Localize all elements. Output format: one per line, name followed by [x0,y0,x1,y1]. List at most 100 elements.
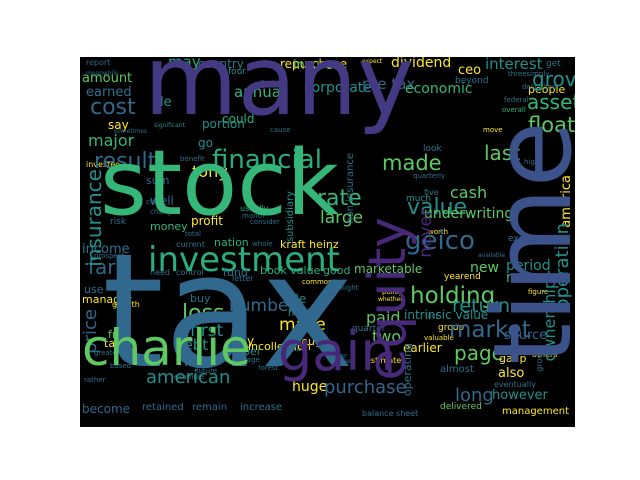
word-future: future [196,367,218,375]
word-huge: huge [292,379,328,395]
word-good: good [323,264,351,277]
word-let: let [184,352,204,370]
word-retained: retained [142,402,184,413]
word-get: get [546,59,561,69]
word-marketable: marketable [354,262,423,276]
word-dividend: dividend [391,57,452,71]
word-manager: manager [82,293,132,306]
word-non-insurance: non insurance [345,153,356,224]
word-might: might [338,284,359,292]
word-amount: amount [82,71,133,86]
word-though: though [290,335,329,348]
word-prospect: prospect [94,252,125,260]
word-figure: figure [528,288,549,296]
word-whole: whole [252,240,273,248]
word-worth: worth [428,228,449,236]
word-claim: claim [146,198,165,206]
word-gain: gain [278,320,395,383]
word-new: new [470,260,499,276]
word-cloud: report meanwhile expect repurchase may c… [80,57,575,427]
word-american: american [146,367,231,388]
word-major: major [88,131,135,150]
word-quarter: quarter [352,324,386,334]
word-percentage: percentage [220,356,260,364]
word-control: control [176,268,204,277]
word-however: however [492,388,548,403]
word-estimate: estimate [366,356,402,365]
word-asset: asset [527,90,575,114]
word-month: month [242,212,265,220]
word-portion: portion [202,117,245,131]
word-tony: tony [192,162,228,181]
word-gaap: gaap [499,352,527,365]
word-policy: policy [382,288,403,296]
word-balance-sheet: balance sheet [362,409,419,418]
word-many: many [144,57,414,137]
word-common: common [302,278,333,286]
word-eventually: eventually [494,380,536,389]
word-market: market [449,317,531,343]
word-le: le [160,95,172,110]
word-consider: consider [250,218,280,226]
word-usually: usually [240,204,269,213]
word-sum: sum [146,174,170,187]
word-tax: tax [102,220,355,404]
word-find: find [260,80,274,88]
word-significant: significant [154,122,185,129]
word-insurer: insurer [293,58,339,73]
word-large: large [320,208,364,228]
word-stock: stock [100,131,339,236]
word-risk: risk [110,217,127,227]
word-cost: cost [90,95,136,120]
word-described: described [522,83,557,91]
word-long: long [455,385,494,406]
word-whether: whether [378,296,403,303]
word-overall: overall [502,106,526,114]
word-per: per [243,345,262,358]
word-expense: expense [508,234,546,244]
word-never: never [416,209,436,258]
word-report: report [86,58,111,67]
word-quarterly: quarterly [413,172,446,180]
word-holding: holding [410,283,496,309]
word-charlie: charlie [82,319,251,377]
word-profit: profit [191,214,223,228]
word-last: last [484,141,521,165]
word-benefit: benefit [180,155,205,163]
word-become: become [82,402,131,416]
word-pay: pay [232,334,255,348]
word-greater: greater [94,349,120,357]
word-rate: rate [317,186,362,211]
word-page: page [454,341,504,365]
word-value: value [407,195,468,220]
word-pre-tax: pre tax [362,75,416,93]
word-income: income [82,242,130,257]
word-book-value: book value [260,264,321,277]
word-earned: earned [86,85,132,100]
word-return: return [452,295,511,317]
word-country: country [198,57,244,71]
word-current: current [176,240,205,249]
word-available: available [478,252,506,259]
word-grove: grove [532,67,575,91]
word-almost: almost [440,364,474,375]
word-valuable: valuable [424,334,454,342]
word-money: money [150,220,188,233]
word-take: take [104,337,128,350]
word-intrinsic-value: intrinsic value [404,308,489,322]
word-meanwhile: meanwhile [86,70,119,77]
word-fund: fund [223,266,248,279]
word-buy: buy [190,292,211,305]
word-source: source [504,328,548,343]
word-need: need [150,268,170,277]
word-others: others [532,350,558,359]
word-fact: fact [425,312,439,320]
word-change: change [150,208,176,216]
word-cash: cash [450,183,488,202]
word-high: high [524,158,540,166]
word-debt: debt [174,336,209,354]
word-paid: paid [366,308,401,327]
word-say: say [108,118,129,132]
word-forest: forest [258,364,279,372]
word-threesimply: threesimply [508,70,550,78]
